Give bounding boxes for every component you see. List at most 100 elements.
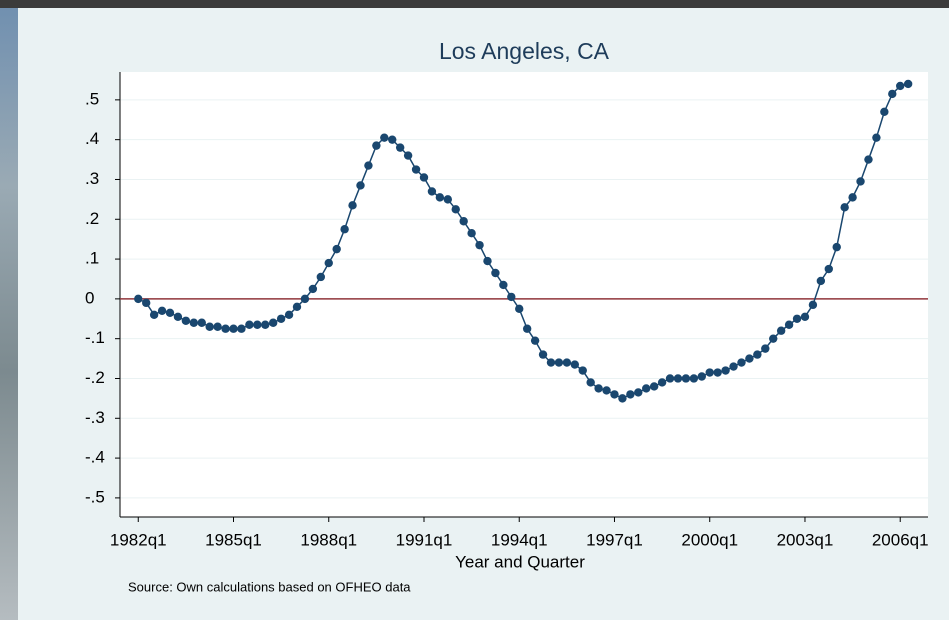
- data-point: [300, 294, 310, 304]
- data-point: [149, 310, 159, 319]
- data-point: [205, 322, 214, 331]
- data-point: [776, 326, 786, 335]
- top-bar: [0, 0, 949, 8]
- data-point: [769, 334, 778, 343]
- data-point: [197, 318, 206, 327]
- data-point: [610, 390, 619, 399]
- y-tick-label: -.1: [85, 328, 105, 347]
- data-point: [395, 143, 405, 152]
- data-point: [443, 195, 453, 204]
- data-point: [157, 306, 167, 316]
- data-point: [427, 187, 437, 196]
- x-tick-label: 2003q1: [777, 530, 834, 549]
- data-point: [483, 256, 492, 266]
- data-point: [388, 135, 397, 144]
- data-point: [634, 388, 643, 397]
- data-point: [705, 368, 714, 377]
- x-axis-title: Year and Quarter: [455, 552, 585, 571]
- data-point: [237, 324, 246, 333]
- data-point: [554, 358, 564, 367]
- data-point: [491, 268, 500, 278]
- data-point: [753, 350, 762, 359]
- data-point: [435, 193, 445, 202]
- data-point: [642, 384, 651, 393]
- data-point: [292, 302, 302, 312]
- chart-title: Los Angeles, CA: [439, 38, 610, 64]
- data-point: [141, 298, 151, 308]
- data-point: [268, 318, 278, 327]
- y-tick-label: .5: [85, 89, 99, 108]
- data-point: [467, 229, 476, 238]
- data-point: [411, 165, 421, 174]
- data-point: [721, 366, 730, 375]
- data-point: [419, 173, 429, 182]
- data-point: [348, 201, 357, 210]
- data-point: [856, 177, 865, 186]
- data-point: [340, 225, 349, 234]
- x-tick-label: 2006q1: [872, 530, 929, 549]
- data-point: [570, 360, 579, 369]
- data-point: [181, 316, 191, 325]
- data-point: [546, 358, 556, 367]
- data-point: [324, 258, 333, 268]
- data-point: [594, 384, 603, 393]
- data-point: [649, 382, 659, 391]
- data-point: [832, 242, 841, 252]
- data-point: [888, 89, 897, 99]
- y-tick-label: .4: [85, 129, 99, 148]
- data-point: [792, 314, 802, 323]
- data-point: [189, 318, 199, 327]
- data-point: [165, 308, 175, 318]
- data-point: [848, 193, 857, 202]
- data-point: [665, 374, 675, 383]
- data-point: [562, 358, 572, 367]
- y-tick-label: -.4: [85, 448, 105, 467]
- data-point: [173, 312, 183, 321]
- data-point: [276, 314, 286, 323]
- data-point: [729, 362, 738, 371]
- x-tick-label: 1982q1: [110, 530, 167, 549]
- data-point: [364, 161, 373, 170]
- data-point: [499, 280, 508, 290]
- note: Source: Own calculations based on OFHEO …: [128, 579, 411, 594]
- data-point: [308, 284, 318, 294]
- data-point: [507, 292, 516, 302]
- data-point: [657, 378, 667, 387]
- data-point: [134, 294, 143, 304]
- data-point: [880, 107, 889, 117]
- data-point: [221, 324, 230, 333]
- data-point: [380, 133, 389, 142]
- data-point: [872, 133, 881, 142]
- data-point: [761, 344, 770, 353]
- data-point: [602, 386, 611, 395]
- data-point: [515, 304, 524, 314]
- y-tick-label: .3: [85, 169, 99, 188]
- data-point: [372, 141, 381, 150]
- data-point: [618, 394, 627, 403]
- data-point: [745, 354, 754, 363]
- data-point: [403, 151, 413, 160]
- data-point: [840, 203, 849, 212]
- x-tick-label: 1997q1: [586, 530, 643, 549]
- data-point: [864, 155, 873, 164]
- data-point: [253, 320, 262, 329]
- data-point: [586, 378, 595, 387]
- data-point: [808, 300, 818, 310]
- data-point: [784, 320, 794, 329]
- data-point: [522, 324, 532, 333]
- data-point: [261, 320, 270, 329]
- data-point: [800, 312, 810, 321]
- y-tick-label: -.2: [85, 368, 105, 387]
- x-tick-label: 1994q1: [491, 530, 548, 549]
- data-point: [213, 322, 222, 331]
- data-point: [713, 368, 722, 377]
- x-tick-label: 1991q1: [396, 530, 453, 549]
- data-point: [673, 374, 683, 383]
- data-point: [316, 272, 326, 282]
- x-tick-label: 1985q1: [205, 530, 262, 549]
- x-tick-label: 1988q1: [300, 530, 357, 549]
- data-point: [824, 264, 833, 274]
- data-point: [459, 217, 468, 226]
- data-point: [229, 324, 238, 333]
- data-point: [538, 350, 548, 359]
